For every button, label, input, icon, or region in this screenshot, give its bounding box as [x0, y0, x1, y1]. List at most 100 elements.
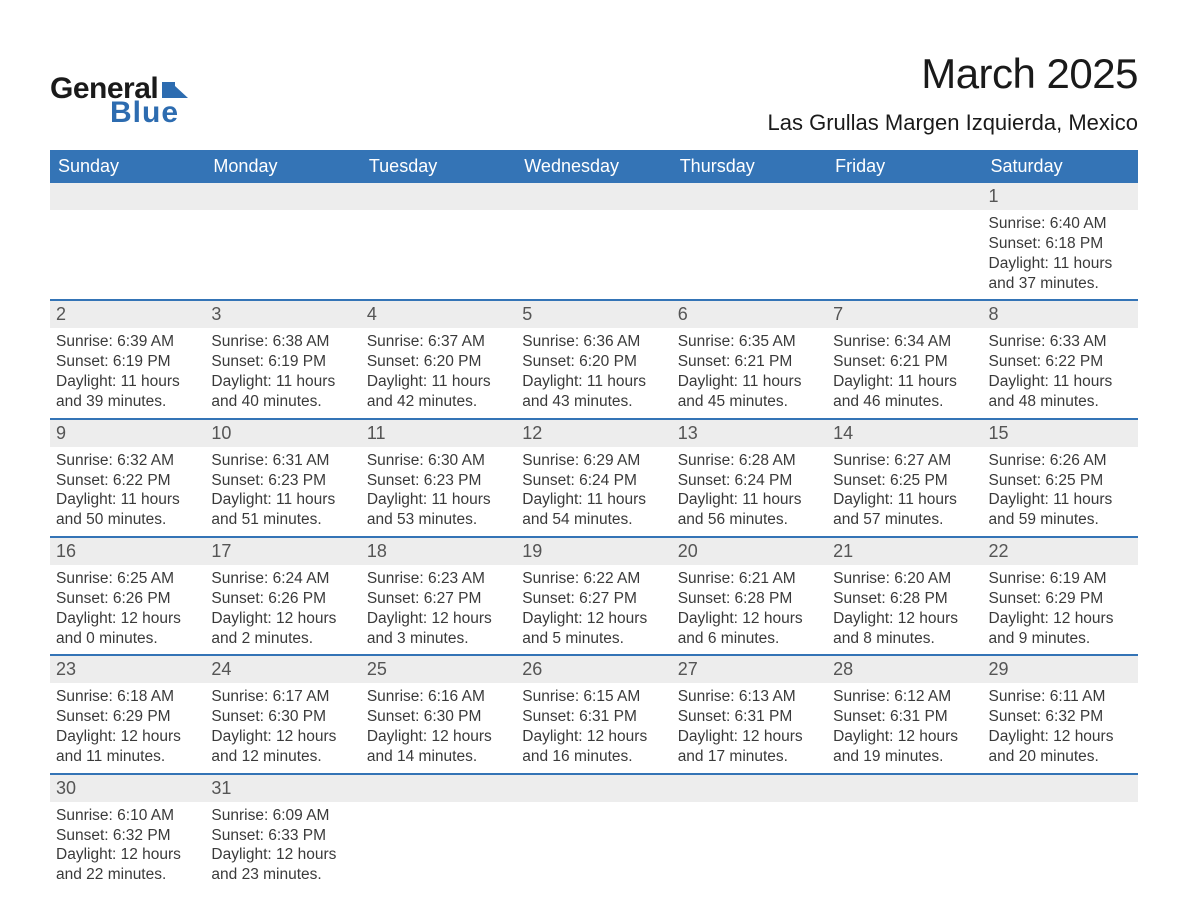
day1-text: Daylight: 11 hours [56, 490, 199, 510]
day-content-cell [205, 210, 360, 300]
day-content-cell: Sunrise: 6:39 AMSunset: 6:19 PMDaylight:… [50, 328, 205, 418]
sunset-text: Sunset: 6:29 PM [989, 589, 1132, 609]
weekday-header: Wednesday [516, 150, 671, 183]
day-content-cell: Sunrise: 6:32 AMSunset: 6:22 PMDaylight:… [50, 447, 205, 537]
day1-text: Daylight: 12 hours [833, 609, 976, 629]
sunset-text: Sunset: 6:27 PM [522, 589, 665, 609]
sunset-text: Sunset: 6:27 PM [367, 589, 510, 609]
day2-text: and 23 minutes. [211, 865, 354, 885]
day2-text: and 9 minutes. [989, 629, 1132, 649]
sunset-text: Sunset: 6:19 PM [211, 352, 354, 372]
sunset-text: Sunset: 6:31 PM [522, 707, 665, 727]
sunrise-text: Sunrise: 6:31 AM [211, 451, 354, 471]
day-content-cell: Sunrise: 6:21 AMSunset: 6:28 PMDaylight:… [672, 565, 827, 655]
day-content-cell: Sunrise: 6:31 AMSunset: 6:23 PMDaylight:… [205, 447, 360, 537]
sunrise-text: Sunrise: 6:19 AM [989, 569, 1132, 589]
page-subtitle: Las Grullas Margen Izquierda, Mexico [768, 110, 1139, 136]
day1-text: Daylight: 11 hours [678, 372, 821, 392]
day-content-row: Sunrise: 6:25 AM Sunset: 6:26 PM Daylight:… [50, 565, 1138, 655]
calendar-table: Sunday Monday Tuesday Wednesday Thursday… [50, 150, 1138, 891]
sunrise-text: Sunrise: 6:21 AM [678, 569, 821, 589]
sunset-text: Sunset: 6:31 PM [678, 707, 821, 727]
day2-text: and 12 minutes. [211, 747, 354, 767]
day-content-cell: Sunrise: 6:18 AMSunset: 6:29 PMDaylight:… [50, 683, 205, 773]
day-number-row: 9101112131415 [50, 420, 1138, 447]
day-content-cell [827, 802, 982, 891]
sunrise-text: Sunrise: 6:12 AM [833, 687, 976, 707]
day-number-cell: 26 [516, 656, 671, 683]
sunrise-text: Sunrise: 6:23 AM [367, 569, 510, 589]
sunrise-text: Sunrise: 6:37 AM [367, 332, 510, 352]
day-number-row: 2345678 [50, 301, 1138, 328]
day-number-cell: 5 [516, 301, 671, 328]
day-content-cell [361, 802, 516, 891]
sunset-text: Sunset: 6:21 PM [678, 352, 821, 372]
day1-text: Daylight: 12 hours [211, 727, 354, 747]
day1-text: Daylight: 12 hours [522, 727, 665, 747]
day-content-row: Sunrise: 6:18 AMSunset: 6:29 PMDaylight:… [50, 683, 1138, 773]
day2-text: and 6 minutes. [678, 629, 821, 649]
day-content-cell: Sunrise: 6:28 AMSunset: 6:24 PMDaylight:… [672, 447, 827, 537]
day2-text: and 45 minutes. [678, 392, 821, 412]
day-content-cell: Sunrise: 6:27 AMSunset: 6:25 PMDaylight:… [827, 447, 982, 537]
day-number-cell: 4 [361, 301, 516, 328]
day1-text: Daylight: 12 hours [989, 727, 1132, 747]
header: General Blue March 2025 Las Grullas Marg… [50, 50, 1138, 136]
day-number-cell [361, 183, 516, 210]
day-number-cell: 28 [827, 656, 982, 683]
day1-text: Daylight: 12 hours [678, 609, 821, 629]
day-content-cell: Sunrise: 6:22 AMSunset: 6:27 PMDaylight:… [516, 565, 671, 655]
day-number-cell: 9 [50, 420, 205, 447]
day2-text: and 42 minutes. [367, 392, 510, 412]
sunrise-text: Sunrise: 6:16 AM [367, 687, 510, 707]
day-number-cell: 6 [672, 301, 827, 328]
sunrise-text: Sunrise: 6:40 AM [989, 214, 1132, 234]
day-number-cell [827, 183, 982, 210]
logo: General Blue [50, 72, 188, 130]
day1-text: Daylight: 11 hours [367, 372, 510, 392]
weekday-header: Sunday [50, 150, 205, 183]
sunset-text: Sunset: 6:23 PM [367, 471, 510, 491]
day2-text: and 37 minutes. [989, 274, 1132, 294]
day1-text: Daylight: 11 hours [833, 372, 976, 392]
day2-text: and 40 minutes. [211, 392, 354, 412]
day1-text: Daylight: 12 hours [678, 727, 821, 747]
day-content-cell [983, 802, 1138, 891]
sunrise-text: Sunrise: 6:25 AM [56, 569, 199, 589]
day1-text: Daylight: 12 hours [56, 727, 199, 747]
sunset-text: Sunset: 6:24 PM [522, 471, 665, 491]
sunset-text: Sunset: 6:25 PM [833, 471, 976, 491]
sunset-text: Sunset: 6:26 PM [211, 589, 354, 609]
sunset-text: Sunset: 6:29 PM [56, 707, 199, 727]
day-content-cell [361, 210, 516, 300]
day2-text: and 59 minutes. [989, 510, 1132, 530]
day-content-cell: Sunrise: 6:25 AMSunset: 6:26 PMDaylight:… [50, 565, 205, 655]
calendar-page: General Blue March 2025 Las Grullas Marg… [0, 0, 1188, 911]
day-content-cell: Sunrise: 6:36 AMSunset: 6:20 PMDaylight:… [516, 328, 671, 418]
day2-text: and 43 minutes. [522, 392, 665, 412]
day-number-row: 16171819202122 [50, 538, 1138, 565]
day-content-row: Sunrise: 6:39 AM Sunset: 6:19 PM Daylight:… [50, 328, 1138, 418]
day-content-cell: Sunrise: 6:33 AMSunset: 6:22 PMDaylight:… [983, 328, 1138, 418]
day1-text: Daylight: 11 hours [522, 490, 665, 510]
sunset-text: Sunset: 6:22 PM [56, 471, 199, 491]
sunrise-text: Sunrise: 6:27 AM [833, 451, 976, 471]
day-number-cell: 16 [50, 538, 205, 565]
day-number-cell: 11 [361, 420, 516, 447]
day1-text: Daylight: 12 hours [522, 609, 665, 629]
day2-text: and 0 minutes. [56, 629, 199, 649]
day-number-cell: 3 [205, 301, 360, 328]
day2-text: and 53 minutes. [367, 510, 510, 530]
title-block: March 2025 Las Grullas Margen Izquierda,… [768, 50, 1139, 136]
day-content-cell [516, 802, 671, 891]
sunrise-text: Sunrise: 6:39 AM [56, 332, 199, 352]
day-number-cell [50, 183, 205, 210]
calendar-body: 1 Sunrise: 6:40 AMSunset: 6:18 PMDayligh… [50, 183, 1138, 891]
weekday-header: Friday [827, 150, 982, 183]
day-number-cell [983, 775, 1138, 802]
sunset-text: Sunset: 6:18 PM [989, 234, 1132, 254]
day-content-row: Sunrise: 6:10 AMSunset: 6:32 PMDaylight:… [50, 802, 1138, 891]
day2-text: and 48 minutes. [989, 392, 1132, 412]
day-number-cell: 24 [205, 656, 360, 683]
sunrise-text: Sunrise: 6:13 AM [678, 687, 821, 707]
